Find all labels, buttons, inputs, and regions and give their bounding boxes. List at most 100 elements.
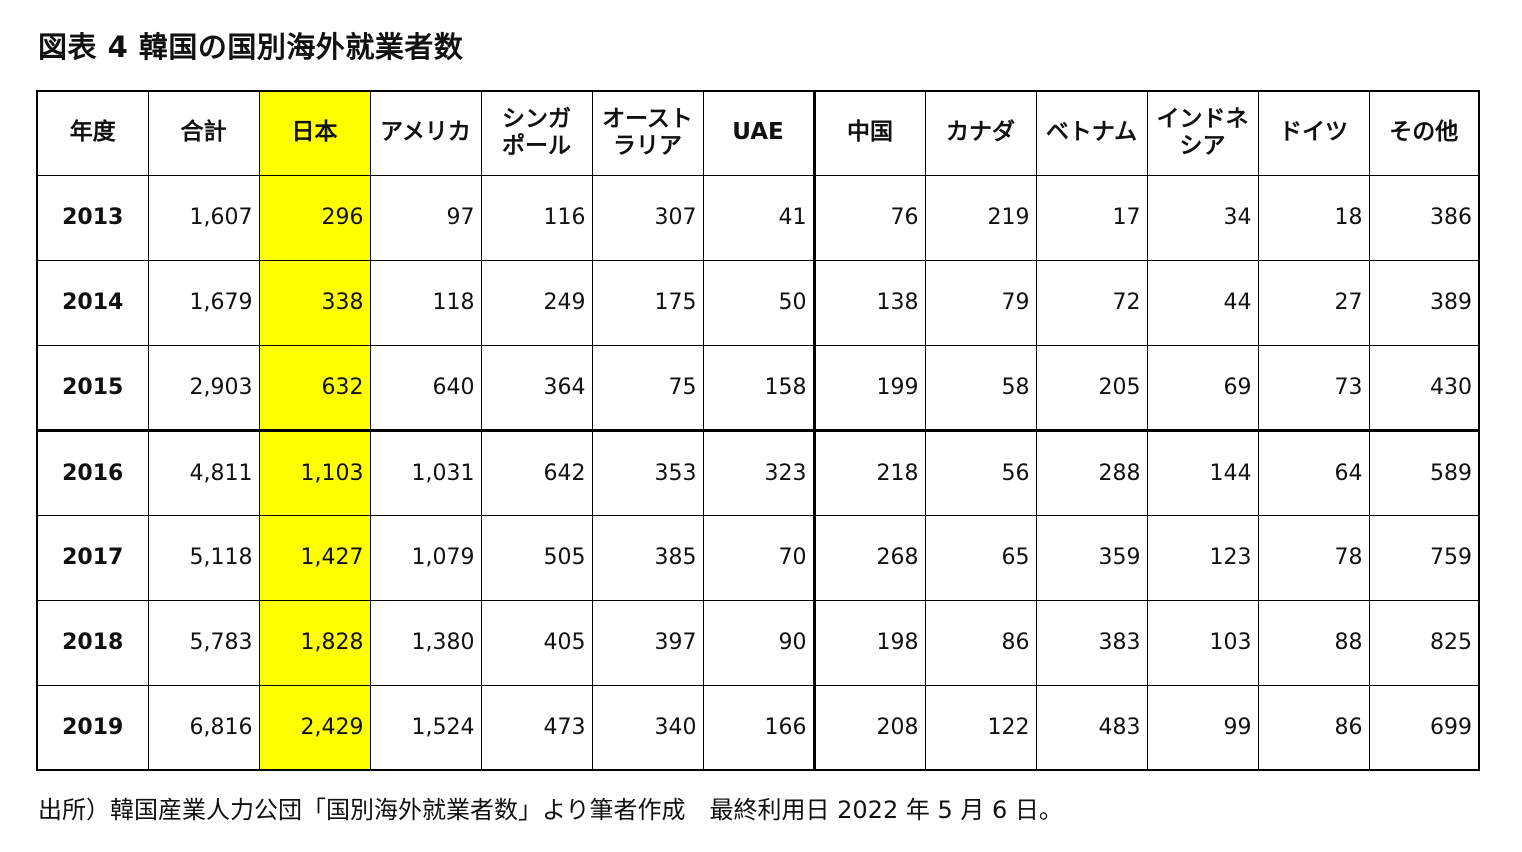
value-cell: 218 xyxy=(812,428,926,516)
value-cell: 296 xyxy=(258,174,371,261)
value-cell: 397 xyxy=(591,599,704,686)
value-cell: 268 xyxy=(812,514,926,601)
table-row: 2015 2,903 632 640 364 75 158 199 58 205 69 73 430 xyxy=(36,344,1480,431)
value-cell: 219 xyxy=(924,174,1037,261)
table-row: 2017 5,118 1,427 1,079 505 385 70 268 65 359 123 78… xyxy=(36,514,1480,601)
table-row: 2014 1,679 338 118 249 175 50 138 79 72 44 27 389 xyxy=(36,259,1480,346)
header-australia: オースト ラリア xyxy=(591,90,704,176)
table-row: 2016 4,811 1,103 1,031 642 353 323 218 56 288 144 6… xyxy=(36,428,1480,516)
value-cell: 103 xyxy=(1146,599,1259,686)
value-cell: 430 xyxy=(1368,344,1480,431)
value-cell: 99 xyxy=(1146,684,1259,771)
employment-table: 年度 合計 日本 アメリカ シンガ ポール オースト ラリア UAE 中国 カナダ … xyxy=(36,90,1480,771)
value-cell: 205 xyxy=(1035,344,1148,431)
value-cell: 359 xyxy=(1035,514,1148,601)
value-cell: 69 xyxy=(1146,344,1259,431)
value-cell: 144 xyxy=(1146,428,1259,516)
value-cell: 86 xyxy=(924,599,1037,686)
value-cell: 166 xyxy=(702,684,815,771)
value-cell: 632 xyxy=(258,344,371,431)
year-cell: 2013 xyxy=(36,174,149,261)
value-cell: 1,607 xyxy=(147,174,260,261)
header-china: 中国 xyxy=(812,90,926,176)
source-note: 出所）韓国産業人力公団「国別海外就業者数」より筆者作成 最終利用日 2022 年… xyxy=(38,796,1063,824)
value-cell: 640 xyxy=(369,344,482,431)
value-cell: 58 xyxy=(924,344,1037,431)
value-cell: 589 xyxy=(1368,428,1480,516)
value-cell: 199 xyxy=(812,344,926,431)
value-cell: 385 xyxy=(591,514,704,601)
value-cell: 340 xyxy=(591,684,704,771)
value-cell: 1,524 xyxy=(369,684,482,771)
value-cell: 5,783 xyxy=(147,599,260,686)
value-cell: 138 xyxy=(812,259,926,346)
value-cell: 72 xyxy=(1035,259,1148,346)
value-cell: 78 xyxy=(1257,514,1370,601)
value-cell: 249 xyxy=(480,259,593,346)
figure-title: 図表 4 韓国の国別海外就業者数 xyxy=(38,30,464,64)
header-singapore: シンガ ポール xyxy=(480,90,593,176)
value-cell: 386 xyxy=(1368,174,1480,261)
value-cell: 65 xyxy=(924,514,1037,601)
year-cell: 2014 xyxy=(36,259,149,346)
table-row: 2019 6,816 2,429 1,524 473 340 166 208 122 483 99 8… xyxy=(36,684,1480,771)
value-cell: 825 xyxy=(1368,599,1480,686)
value-cell: 389 xyxy=(1368,259,1480,346)
value-cell: 505 xyxy=(480,514,593,601)
value-cell: 116 xyxy=(480,174,593,261)
value-cell: 123 xyxy=(1146,514,1259,601)
value-cell: 353 xyxy=(591,428,704,516)
header-canada: カナダ xyxy=(924,90,1037,176)
value-cell: 483 xyxy=(1035,684,1148,771)
value-cell: 88 xyxy=(1257,599,1370,686)
header-row: 年度 合計 日本 アメリカ シンガ ポール オースト ラリア UAE 中国 カナダ … xyxy=(36,90,1480,176)
value-cell: 759 xyxy=(1368,514,1480,601)
value-cell: 1,079 xyxy=(369,514,482,601)
header-usa: アメリカ xyxy=(369,90,482,176)
value-cell: 473 xyxy=(480,684,593,771)
value-cell: 198 xyxy=(812,599,926,686)
header-uae: UAE xyxy=(702,90,815,176)
value-cell: 383 xyxy=(1035,599,1148,686)
value-cell: 338 xyxy=(258,259,371,346)
year-cell: 2015 xyxy=(36,344,149,431)
header-total: 合計 xyxy=(147,90,260,176)
year-cell: 2018 xyxy=(36,599,149,686)
value-cell: 118 xyxy=(369,259,482,346)
value-cell: 50 xyxy=(702,259,815,346)
value-cell: 699 xyxy=(1368,684,1480,771)
value-cell: 1,380 xyxy=(369,599,482,686)
value-cell: 1,427 xyxy=(258,514,371,601)
value-cell: 97 xyxy=(369,174,482,261)
header-japan: 日本 xyxy=(258,90,371,176)
year-cell: 2016 xyxy=(36,428,149,516)
value-cell: 1,103 xyxy=(258,428,371,516)
value-cell: 56 xyxy=(924,428,1037,516)
value-cell: 64 xyxy=(1257,428,1370,516)
value-cell: 73 xyxy=(1257,344,1370,431)
value-cell: 76 xyxy=(812,174,926,261)
value-cell: 70 xyxy=(702,514,815,601)
value-cell: 1,679 xyxy=(147,259,260,346)
value-cell: 2,429 xyxy=(258,684,371,771)
value-cell: 642 xyxy=(480,428,593,516)
value-cell: 307 xyxy=(591,174,704,261)
value-cell: 288 xyxy=(1035,428,1148,516)
value-cell: 2,903 xyxy=(147,344,260,431)
value-cell: 90 xyxy=(702,599,815,686)
value-cell: 41 xyxy=(702,174,815,261)
value-cell: 27 xyxy=(1257,259,1370,346)
value-cell: 405 xyxy=(480,599,593,686)
value-cell: 44 xyxy=(1146,259,1259,346)
value-cell: 208 xyxy=(812,684,926,771)
value-cell: 1,828 xyxy=(258,599,371,686)
table-row: 2013 1,607 296 97 116 307 41 76 219 17 34 18 386 xyxy=(36,174,1480,261)
year-cell: 2017 xyxy=(36,514,149,601)
value-cell: 34 xyxy=(1146,174,1259,261)
value-cell: 79 xyxy=(924,259,1037,346)
value-cell: 122 xyxy=(924,684,1037,771)
table-row: 2018 5,783 1,828 1,380 405 397 90 198 86 383 103 88… xyxy=(36,599,1480,686)
value-cell: 5,118 xyxy=(147,514,260,601)
value-cell: 4,811 xyxy=(147,428,260,516)
header-indonesia: インドネ シア xyxy=(1146,90,1259,176)
